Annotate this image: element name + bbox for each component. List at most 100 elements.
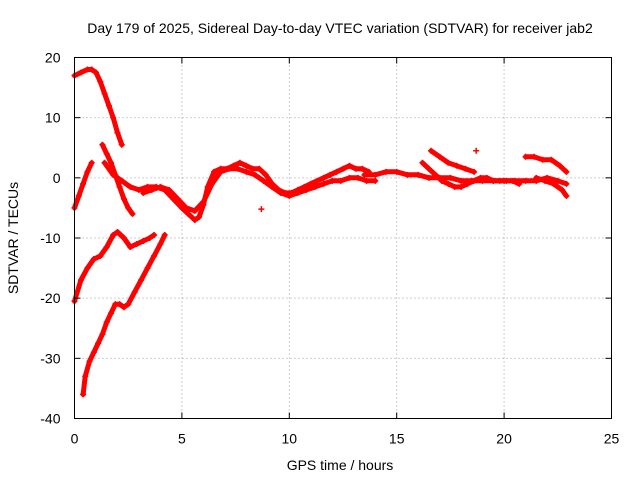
data-point (559, 186, 566, 193)
data-point (191, 207, 198, 214)
data-point (516, 180, 523, 187)
data-point (445, 159, 452, 166)
data-point (77, 69, 84, 76)
data-point (473, 147, 480, 154)
x-tick-label: 15 (389, 431, 405, 447)
data-point (157, 241, 164, 248)
data-point (110, 114, 117, 121)
data-point (110, 231, 117, 238)
data-point (125, 301, 132, 308)
data-point (522, 153, 529, 160)
data-point (556, 162, 563, 169)
data-point (103, 244, 110, 251)
data-point (174, 195, 181, 202)
data-point (471, 177, 478, 184)
data-point (346, 162, 353, 169)
series-arc-top (71, 66, 125, 148)
data-point (120, 195, 127, 202)
data-point (101, 90, 108, 97)
data-point (90, 349, 97, 356)
data-point (95, 340, 102, 347)
x-tick-label: 0 (71, 431, 79, 447)
data-point (269, 183, 276, 190)
data-point (80, 180, 87, 187)
data-point (346, 174, 353, 181)
data-point (277, 189, 284, 196)
data-point (243, 162, 250, 169)
data-point (361, 171, 368, 178)
data-point (211, 168, 218, 175)
data-point (550, 180, 557, 187)
series-band (420, 160, 522, 190)
y-tick-label: 10 (45, 110, 61, 126)
data-point (453, 162, 460, 169)
data-point (114, 129, 121, 136)
data-point (120, 235, 127, 241)
data-point (320, 174, 327, 181)
x-tick-label: 20 (496, 431, 512, 447)
data-point (249, 165, 256, 172)
data-point (82, 373, 89, 380)
data-point (340, 165, 346, 172)
series-arc-tail-low (533, 174, 570, 199)
data-series-group (71, 66, 570, 398)
grid (74, 57, 612, 419)
data-point (359, 165, 366, 172)
y-axis-label: SDTVAR / TECUs (5, 182, 21, 294)
data-point (260, 177, 267, 184)
x-tick-label: 10 (282, 431, 298, 447)
data-point (90, 256, 97, 263)
data-point (140, 189, 147, 196)
data-point (563, 168, 570, 175)
data-point (464, 180, 471, 187)
data-point (329, 177, 336, 184)
series-arc-upper (428, 147, 478, 175)
data-point (415, 171, 422, 178)
data-point (447, 174, 454, 181)
data-point (217, 168, 224, 175)
data-point (97, 78, 104, 85)
data-point (314, 177, 321, 184)
data-point (312, 183, 319, 190)
data-point (108, 310, 115, 317)
data-point (451, 183, 458, 190)
data-point (503, 177, 510, 184)
data-point (563, 180, 570, 187)
y-tick-label: -40 (40, 411, 60, 427)
y-tick-label: -10 (40, 230, 60, 246)
data-point (404, 171, 411, 178)
data-point (99, 141, 106, 148)
data-point (161, 231, 168, 238)
data-point (108, 159, 115, 166)
data-point (320, 180, 327, 187)
data-point (438, 177, 445, 184)
x-axis-label: GPS time / hours (287, 457, 394, 473)
data-point (286, 192, 293, 199)
data-point (75, 192, 82, 199)
series-isolated (258, 206, 265, 213)
data-point (118, 177, 125, 184)
data-point (372, 177, 379, 184)
data-point (234, 165, 241, 172)
data-point (355, 174, 362, 181)
data-point (352, 165, 359, 172)
data-point (428, 147, 435, 154)
data-point (120, 304, 127, 311)
data-point (191, 216, 198, 223)
axis-ticks (74, 57, 612, 419)
data-point (294, 189, 301, 196)
series-arc-mid-low (140, 165, 379, 214)
data-point (116, 301, 123, 308)
y-tick-label: 20 (45, 50, 61, 66)
data-point (458, 183, 465, 190)
data-point (533, 174, 540, 181)
data-point (200, 198, 207, 205)
data-point (150, 253, 157, 260)
data-point (140, 238, 147, 245)
data-point (522, 177, 529, 184)
data-point (251, 171, 258, 178)
data-point (303, 186, 310, 193)
data-point (432, 171, 439, 178)
data-point (99, 331, 106, 338)
